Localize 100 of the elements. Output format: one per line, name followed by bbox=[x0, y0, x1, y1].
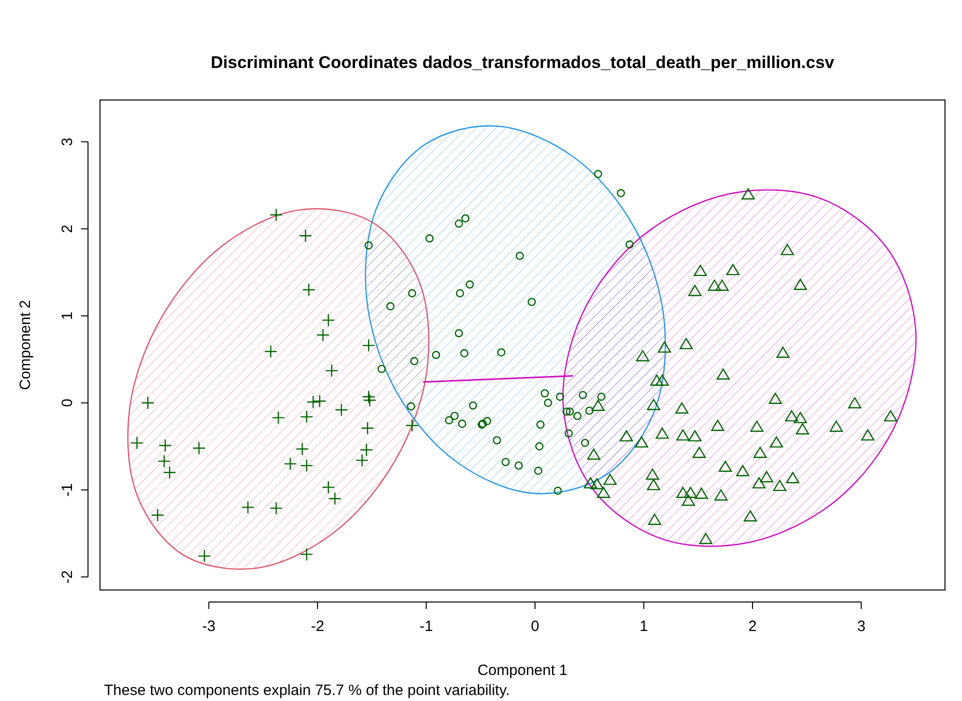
point bbox=[461, 214, 470, 222]
point bbox=[768, 392, 782, 404]
point bbox=[322, 480, 335, 494]
point bbox=[830, 420, 843, 432]
x-tick-label: -2 bbox=[310, 618, 324, 635]
x-tick-label: -1 bbox=[420, 618, 433, 635]
point bbox=[406, 418, 419, 432]
point bbox=[151, 508, 164, 522]
point bbox=[306, 395, 320, 409]
point bbox=[364, 241, 373, 250]
point bbox=[483, 417, 492, 426]
point bbox=[584, 477, 598, 488]
point bbox=[564, 429, 573, 438]
point bbox=[300, 458, 314, 472]
point bbox=[714, 489, 728, 501]
point bbox=[158, 454, 171, 468]
text: These two components explain 75.7 % of the point variability. bbox=[104, 682, 510, 699]
point bbox=[794, 412, 807, 424]
point bbox=[386, 302, 394, 310]
point bbox=[688, 430, 702, 442]
x-tick-label: 3 bbox=[857, 618, 866, 635]
point bbox=[334, 403, 348, 416]
point bbox=[708, 280, 722, 291]
point bbox=[535, 442, 544, 450]
point bbox=[694, 264, 707, 276]
point bbox=[270, 502, 283, 515]
point bbox=[634, 436, 648, 448]
point bbox=[770, 436, 784, 448]
point bbox=[587, 448, 600, 460]
point bbox=[597, 392, 606, 401]
point bbox=[362, 338, 376, 352]
point bbox=[594, 170, 602, 178]
point bbox=[680, 338, 693, 350]
point bbox=[773, 480, 786, 492]
point bbox=[454, 329, 463, 338]
x-tick-label: 1 bbox=[640, 618, 648, 635]
point bbox=[497, 348, 506, 356]
point bbox=[578, 390, 587, 400]
point bbox=[141, 396, 154, 410]
point bbox=[596, 486, 610, 498]
point bbox=[284, 457, 297, 470]
point bbox=[620, 430, 633, 442]
point bbox=[300, 410, 314, 424]
point bbox=[264, 344, 278, 358]
point bbox=[590, 478, 604, 490]
point bbox=[408, 289, 416, 298]
point bbox=[562, 407, 571, 416]
point bbox=[626, 240, 634, 249]
point bbox=[316, 328, 330, 342]
point bbox=[528, 298, 536, 306]
point bbox=[786, 472, 800, 484]
point bbox=[861, 429, 874, 441]
point bbox=[514, 461, 523, 470]
y-axis-title: Component 2 bbox=[17, 300, 34, 390]
x-axis-title: Component 1 bbox=[477, 662, 568, 679]
point bbox=[554, 486, 562, 495]
point bbox=[754, 446, 767, 458]
point bbox=[360, 422, 374, 435]
point bbox=[534, 466, 542, 475]
point bbox=[425, 234, 434, 242]
point bbox=[744, 510, 757, 522]
point bbox=[536, 420, 545, 429]
point bbox=[300, 548, 314, 561]
point bbox=[688, 284, 702, 296]
point bbox=[780, 244, 794, 256]
point bbox=[684, 486, 698, 498]
point bbox=[460, 349, 468, 358]
point bbox=[458, 420, 466, 428]
point bbox=[468, 401, 478, 410]
point bbox=[656, 428, 669, 439]
point bbox=[466, 280, 474, 289]
point bbox=[325, 364, 338, 378]
point bbox=[760, 471, 774, 482]
point bbox=[750, 420, 764, 432]
point bbox=[682, 494, 695, 506]
x-tick-label: 2 bbox=[748, 618, 757, 635]
point bbox=[516, 252, 524, 260]
point bbox=[313, 394, 326, 408]
point bbox=[192, 442, 206, 455]
point bbox=[694, 488, 708, 499]
point bbox=[322, 314, 335, 327]
y-tick-label: -2 bbox=[59, 570, 76, 584]
y-tick-label: 1 bbox=[59, 312, 76, 320]
point bbox=[648, 514, 662, 525]
point bbox=[432, 350, 440, 360]
point bbox=[355, 454, 369, 467]
point bbox=[675, 402, 688, 414]
point bbox=[566, 407, 574, 416]
point bbox=[742, 188, 755, 200]
point bbox=[796, 423, 810, 434]
point bbox=[272, 411, 285, 424]
point bbox=[298, 229, 312, 242]
point bbox=[785, 410, 798, 422]
point bbox=[752, 477, 766, 488]
point bbox=[492, 436, 502, 444]
point bbox=[699, 532, 712, 544]
point bbox=[656, 374, 669, 386]
point bbox=[163, 466, 176, 480]
point bbox=[454, 219, 463, 228]
point bbox=[716, 368, 730, 380]
